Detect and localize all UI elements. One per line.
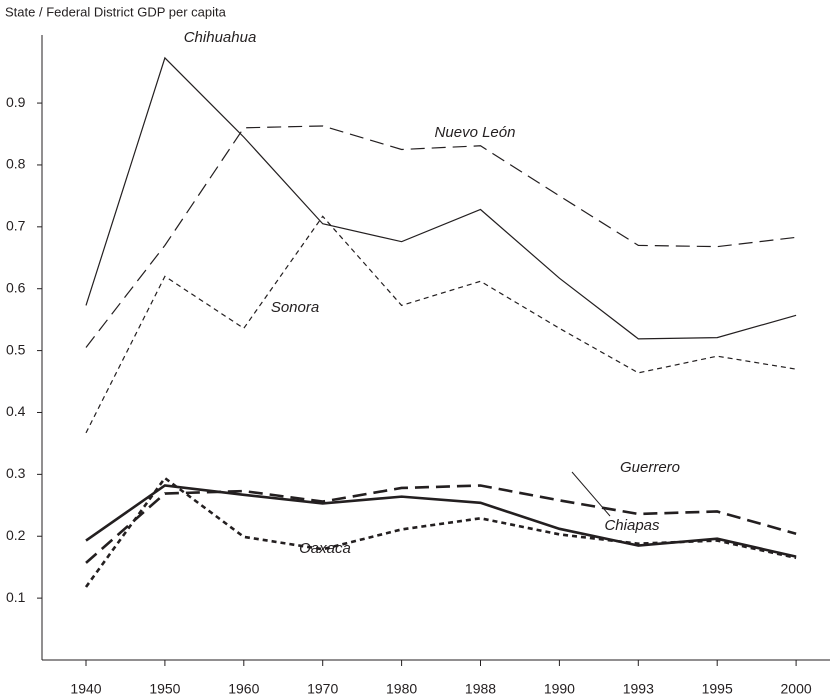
y-tick-label: 0.6: [6, 279, 26, 295]
chart-title: State / Federal District GDP per capita: [5, 4, 227, 19]
series-label: Nuevo León: [435, 124, 516, 141]
series-label: Chiapas: [604, 517, 660, 534]
x-tick-label: 1995: [702, 681, 733, 697]
series-line: [85, 56, 797, 340]
y-tick-label: 0.5: [6, 341, 26, 357]
y-tick-label: 0.4: [6, 403, 26, 419]
x-tick-label: 1990: [544, 681, 575, 697]
y-tick-label: 0.7: [6, 218, 26, 234]
y-tick-label: 0.8: [6, 156, 26, 172]
y-tick-label: 0.3: [6, 465, 26, 481]
y-tick-label: 0.9: [6, 94, 26, 110]
series-label: Chihuahua: [184, 29, 257, 46]
x-tick-label: 1960: [228, 681, 259, 697]
series-line: [85, 125, 797, 348]
series-line: [85, 484, 797, 558]
series-line: [85, 215, 797, 434]
label-leader: [571, 471, 611, 517]
series-line: [85, 484, 797, 564]
x-tick-label: 1980: [386, 681, 417, 697]
x-tick-label: 1970: [307, 681, 338, 697]
y-tick-label: 0.1: [6, 589, 26, 605]
series-line: [84, 476, 797, 588]
series-label: Oaxaca: [299, 540, 351, 557]
y-tick-label: 0.2: [6, 527, 26, 543]
x-tick-label: 1993: [623, 681, 654, 697]
series-label: Guerrero: [620, 459, 680, 476]
x-tick-label: 1940: [70, 681, 101, 697]
x-tick-label: 2000: [781, 681, 812, 697]
x-tick-label: 1950: [149, 681, 180, 697]
x-tick-label: 1988: [465, 681, 496, 697]
series-label: Sonora: [271, 299, 319, 316]
